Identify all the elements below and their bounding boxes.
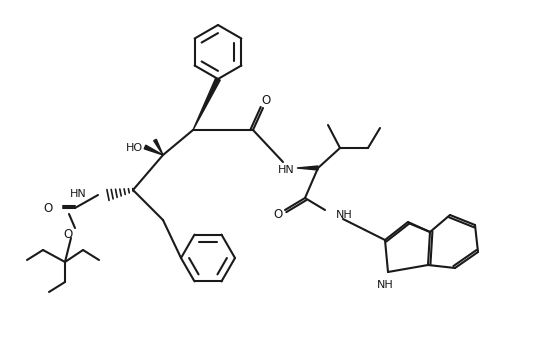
Polygon shape bbox=[297, 166, 318, 170]
Text: O: O bbox=[273, 208, 282, 221]
Text: O: O bbox=[63, 228, 72, 241]
Text: O: O bbox=[43, 201, 52, 214]
Text: NH: NH bbox=[377, 280, 393, 290]
Polygon shape bbox=[144, 145, 163, 155]
Text: HO: HO bbox=[126, 143, 143, 153]
Text: HN: HN bbox=[278, 165, 295, 175]
Polygon shape bbox=[154, 139, 163, 155]
Text: NH: NH bbox=[336, 210, 353, 220]
Text: HN: HN bbox=[70, 189, 87, 199]
Text: O: O bbox=[261, 94, 270, 107]
Polygon shape bbox=[193, 78, 220, 130]
